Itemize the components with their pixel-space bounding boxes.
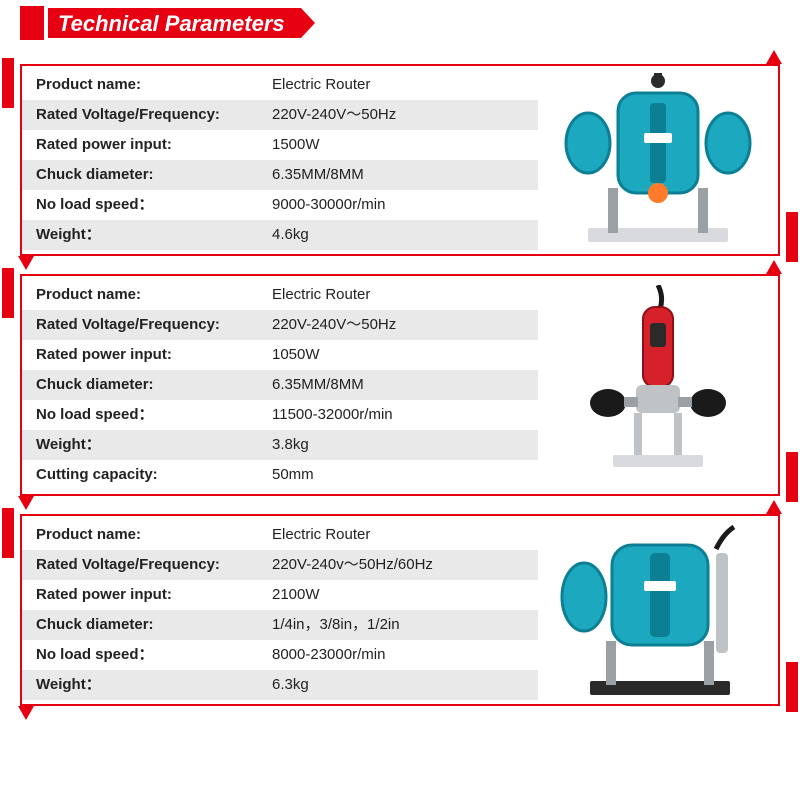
spec-value: Electric Router [252, 520, 538, 550]
router-red-compact-icon [558, 285, 758, 485]
spec-row: Rated power input:1050W [22, 340, 538, 370]
accent-slab-right [786, 662, 798, 712]
accent-slab-left [2, 58, 14, 108]
corner-arrow-bl [18, 706, 34, 720]
product-card-3: Product name:Electric Router Rated Volta… [20, 514, 780, 706]
spec-row: Weight：6.3kg [22, 670, 538, 700]
spec-row: Rated Voltage/Frequency:220V-240V～50Hz [22, 310, 538, 340]
spec-label: Rated Voltage/Frequency: [22, 550, 252, 580]
product-image [538, 516, 778, 704]
spec-label: No load speed： [22, 190, 252, 220]
spec-table: Product name:Electric Router Rated Volta… [22, 276, 538, 494]
spec-value: 6.35MM/8MM [252, 160, 538, 190]
spec-label: Rated power input: [22, 340, 252, 370]
spec-row: Product name:Electric Router [22, 70, 538, 100]
accent-slab-left [2, 268, 14, 318]
spec-row: No load speed：11500-32000r/min [22, 400, 538, 430]
spec-row: Rated Voltage/Frequency:220V-240V～50Hz [22, 100, 538, 130]
spec-label: Product name: [22, 70, 252, 100]
spec-row: Chuck diameter:1/4in，3/8in，1/2in [22, 610, 538, 640]
spec-value: 6.3kg [252, 670, 538, 700]
spec-label: Rated Voltage/Frequency: [22, 100, 252, 130]
product-card-1: Product name:Electric Router Rated Volta… [20, 64, 780, 256]
spec-table: Product name:Electric Router Rated Volta… [22, 66, 538, 254]
spec-label: Weight： [22, 670, 252, 700]
spec-label: Chuck diameter: [22, 370, 252, 400]
spec-value: 8000-23000r/min [252, 640, 538, 670]
spec-label: No load speed： [22, 400, 252, 430]
header-accent-block [20, 6, 44, 40]
spec-label: Weight： [22, 220, 252, 250]
spec-value: 9000-30000r/min [252, 190, 538, 220]
spec-label: Chuck diameter: [22, 610, 252, 640]
spec-value: 3.8kg [252, 430, 538, 460]
spec-row: Rated power input:2100W [22, 580, 538, 610]
spec-label: Product name: [22, 520, 252, 550]
spec-value: 50mm [252, 460, 538, 490]
spec-value: 1050W [252, 340, 538, 370]
spec-value: 1/4in，3/8in，1/2in [252, 610, 538, 640]
product-image [538, 66, 778, 254]
spec-row: Product name:Electric Router [22, 280, 538, 310]
spec-label: Rated power input: [22, 580, 252, 610]
spec-value: 220V-240V～50Hz [252, 310, 538, 340]
spec-value: 11500-32000r/min [252, 400, 538, 430]
spec-table: Product name:Electric Router Rated Volta… [22, 516, 538, 704]
spec-row: Rated power input:1500W [22, 130, 538, 160]
spec-label: No load speed： [22, 640, 252, 670]
spec-row: Chuck diameter:6.35MM/8MM [22, 370, 538, 400]
spec-label: Chuck diameter: [22, 160, 252, 190]
spec-row: Cutting capacity:50mm [22, 460, 538, 490]
spec-value: 4.6kg [252, 220, 538, 250]
spec-value: 2100W [252, 580, 538, 610]
product-image [538, 276, 778, 494]
spec-label: Cutting capacity: [22, 460, 252, 490]
header: Technical Parameters [0, 6, 800, 46]
corner-arrow-tr [766, 260, 782, 274]
corner-arrow-tr [766, 500, 782, 514]
corner-arrow-bl [18, 496, 34, 510]
spec-label: Weight： [22, 430, 252, 460]
accent-slab-left [2, 508, 14, 558]
router-teal-heavy-icon [548, 523, 768, 698]
corner-arrow-bl [18, 256, 34, 270]
spec-value: 220V-240V～50Hz [252, 100, 538, 130]
spec-row: Weight：4.6kg [22, 220, 538, 250]
spec-row: No load speed：8000-23000r/min [22, 640, 538, 670]
spec-value: 6.35MM/8MM [252, 370, 538, 400]
spec-row: Weight：3.8kg [22, 430, 538, 460]
spec-value: Electric Router [252, 70, 538, 100]
spec-value: 220V-240v～50Hz/60Hz [252, 550, 538, 580]
spec-value: Electric Router [252, 280, 538, 310]
router-teal-large-icon [548, 73, 768, 248]
spec-row: Product name:Electric Router [22, 520, 538, 550]
spec-row: No load speed：9000-30000r/min [22, 190, 538, 220]
corner-arrow-tr [766, 50, 782, 64]
accent-slab-right [786, 212, 798, 262]
product-card-2: Product name:Electric Router Rated Volta… [20, 274, 780, 496]
spec-label: Product name: [22, 280, 252, 310]
page-title: Technical Parameters [48, 8, 301, 38]
accent-slab-right [786, 452, 798, 502]
spec-value: 1500W [252, 130, 538, 160]
spec-row: Chuck diameter:6.35MM/8MM [22, 160, 538, 190]
spec-row: Rated Voltage/Frequency:220V-240v～50Hz/6… [22, 550, 538, 580]
spec-label: Rated Voltage/Frequency: [22, 310, 252, 340]
spec-label: Rated power input: [22, 130, 252, 160]
